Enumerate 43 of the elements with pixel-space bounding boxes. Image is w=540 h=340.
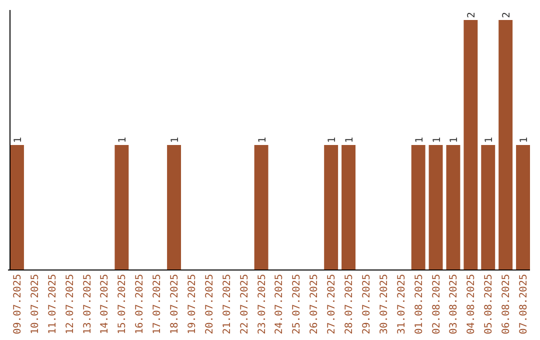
x-tick-label: 22.07.2025 [239,274,250,334]
x-tick-label: 31.07.2025 [396,274,408,334]
x-tick-label: 28.07.2025 [344,274,356,334]
x-tick-label: 17.07.2025 [152,274,164,334]
data-label: 2 [466,12,478,18]
x-tick-label: 12.07.2025 [64,274,76,334]
x-tick-label: 20.07.2025 [204,274,216,334]
x-tick-label: 10.07.2025 [30,274,41,334]
data-label: 1 [414,136,426,143]
x-tick-label: 25.07.2025 [292,274,303,334]
x-tick-label: 05.08.2025 [484,274,495,334]
data-label: 1 [519,136,530,143]
data-label: 1 [449,136,460,143]
data-label: 1 [118,136,129,143]
x-tick-label: 18.07.2025 [170,274,181,334]
x-tick-label: 01.08.2025 [414,274,425,334]
x-tick-label: 09.07.2025 [12,274,24,334]
x-tick-label: 04.08.2025 [466,274,478,334]
data-label: 1 [170,136,182,143]
x-tick-label: 07.08.2025 [518,274,530,334]
x-tick-label: 21.07.2025 [222,274,233,334]
x-tick-label: 19.07.2025 [186,274,198,334]
x-tick-label: 03.08.2025 [448,274,460,334]
x-tick-label: 06.08.2025 [501,274,512,334]
x-tick-label: 23.07.2025 [256,274,268,334]
data-label: 2 [502,12,513,18]
data-label: 1 [344,136,356,143]
x-tick-label: 11.07.2025 [47,274,58,334]
data-label: 1 [12,136,24,143]
data-label: 1 [327,136,338,143]
x-tick-label: 15.07.2025 [117,274,128,334]
x-tick-label: 13.07.2025 [82,274,94,334]
x-tick-label: 30.07.2025 [378,274,390,334]
x-tick-label: 27.07.2025 [326,274,338,334]
x-tick-label: 16.07.2025 [134,274,146,334]
x-tick-label: 29.07.2025 [361,274,372,334]
x-tick-label: 14.07.2025 [100,274,111,334]
data-label: 1 [432,136,443,143]
data-label: 1 [484,136,496,143]
x-tick-label: 24.07.2025 [274,274,286,334]
x-tick-label: 26.07.2025 [309,274,320,334]
data-label: 1 [257,136,268,143]
x-tick-label: 02.08.2025 [431,274,442,334]
